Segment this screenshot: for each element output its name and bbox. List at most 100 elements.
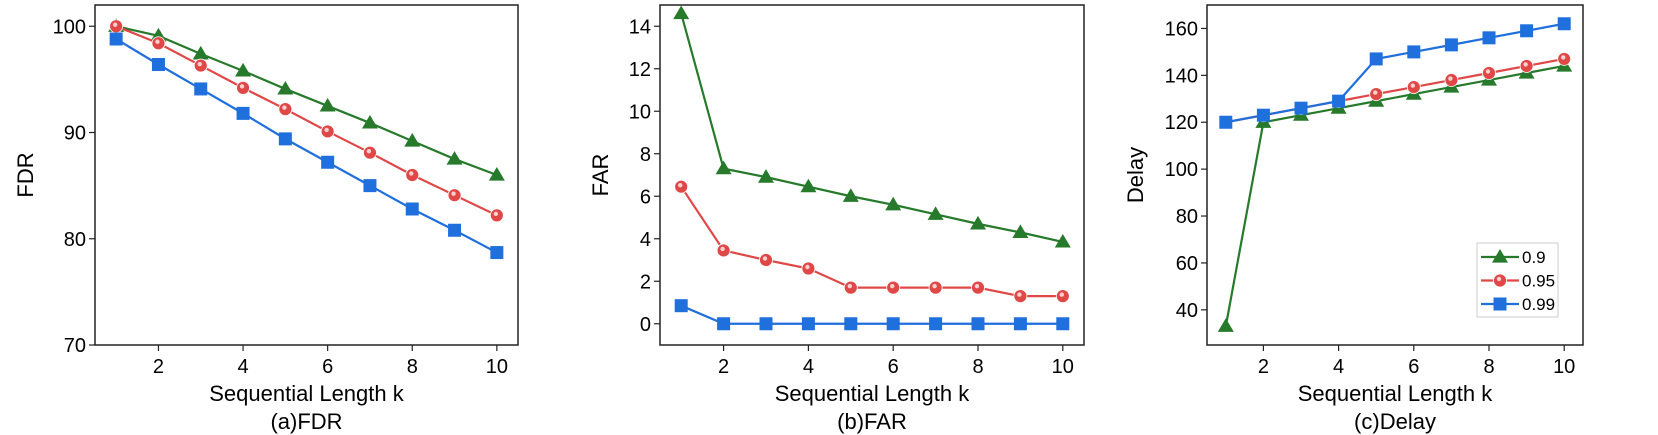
series-line (1224, 64, 1565, 327)
plot-frame (1206, 4, 1584, 346)
chart-panel-3: 2 4 6 8 10 40 60 80 100 120 140 160 Sequential Lengt… (1123, 4, 1584, 434)
data-point-highlight (451, 191, 456, 196)
x-tick-label: 8 (972, 356, 983, 378)
x-tick-label: 8 (407, 356, 418, 378)
data-point (1332, 94, 1346, 108)
data-point-highlight (282, 105, 287, 110)
chart-title: (a)FDR (270, 409, 342, 434)
data-point (363, 179, 377, 193)
data-point (715, 160, 732, 175)
data-point-highlight (847, 283, 852, 289)
series-0_9 (1217, 57, 1573, 332)
x-tick-label: 10 (1052, 356, 1074, 378)
y-tick-label: 4 (640, 229, 651, 251)
series-0_9 (673, 5, 1071, 248)
series-line (115, 25, 498, 177)
y-tick-label: 10 (629, 101, 651, 123)
y-tick-label: 80 (1176, 206, 1198, 228)
data-point-highlight (678, 182, 683, 188)
series-0_99 (1219, 17, 1571, 129)
data-point (319, 97, 336, 112)
series-line (680, 13, 1064, 244)
data-point-highlight (324, 127, 329, 133)
data-point (717, 317, 731, 331)
y-tick-label: 160 (1165, 18, 1198, 40)
series-0_9 (108, 18, 505, 181)
data-point-highlight (1017, 292, 1022, 297)
legend-label: 0.99 (1522, 295, 1555, 314)
y-tick-label: 140 (1165, 65, 1198, 87)
data-point (1256, 108, 1270, 122)
data-point (1012, 224, 1029, 238)
y-tick-label: 90 (64, 123, 86, 145)
data-point-highlight (197, 61, 202, 67)
data-point (1294, 101, 1308, 115)
data-point (194, 82, 208, 96)
data-point (1482, 31, 1496, 45)
data-point-highlight (1485, 69, 1491, 74)
y-tick-label: 2 (640, 271, 651, 293)
data-point-highlight (1410, 83, 1416, 88)
x-tick-label: 4 (803, 356, 814, 378)
data-point (844, 317, 858, 331)
chart-panel-1: 2 4 6 8 10 70 80 90 100 Sequential Length k (a)FDR… (13, 4, 519, 434)
x-tick-label: 10 (486, 356, 508, 378)
data-point-highlight (112, 22, 118, 27)
data-point (970, 215, 986, 230)
data-point (758, 169, 774, 183)
legend-label: 0.9 (1522, 248, 1546, 267)
series-line (680, 304, 1063, 325)
data-point-highlight (932, 283, 937, 289)
y-tick-label: 120 (1165, 112, 1198, 134)
plot-frame (659, 4, 1085, 346)
data-point (1013, 317, 1027, 331)
data-point-highlight (1059, 292, 1065, 297)
data-point (192, 45, 209, 60)
data-point (1444, 38, 1458, 52)
data-point (1054, 233, 1071, 248)
x-tick-label: 6 (1408, 356, 1419, 378)
y-tick-label: 0 (640, 314, 651, 336)
x-tick-label: 4 (1333, 356, 1344, 378)
data-point-highlight (720, 246, 725, 252)
data-point-highlight (762, 256, 768, 261)
x-tick-label: 2 (153, 356, 164, 378)
x-axis-label: Sequential Length k (775, 381, 970, 406)
y-tick-label: 70 (64, 335, 86, 357)
y-axis-label: FDR (13, 152, 38, 197)
x-tick-label: 6 (888, 356, 899, 378)
data-point (1369, 52, 1383, 66)
y-tick-label: 6 (640, 186, 651, 208)
data-point (321, 155, 335, 169)
y-tick-label: 8 (640, 144, 651, 166)
x-axis-label: Sequential Length k (1298, 381, 1493, 406)
series-0_95 (674, 179, 1070, 304)
data-point (927, 206, 944, 220)
data-point-highlight (239, 84, 245, 89)
legend: 0.9 0.95 0.99 (1476, 242, 1559, 318)
data-point (1520, 24, 1534, 38)
chart-panel-2: 2 4 6 8 10 0 2 4 6 8 10 12 14 Sequential Length k (b)F… (588, 4, 1085, 434)
data-point (490, 246, 504, 260)
data-point (1557, 17, 1571, 31)
data-point (885, 196, 902, 211)
data-point-highlight (1523, 62, 1528, 67)
legend-marker-highlight (1496, 276, 1502, 282)
data-point-highlight (366, 148, 372, 154)
x-axis-label: Sequential Length k (209, 381, 404, 406)
data-point (277, 80, 294, 95)
y-tick-label: 12 (629, 59, 651, 81)
data-point-highlight (155, 39, 160, 44)
data-point (236, 106, 250, 120)
data-point (886, 317, 900, 331)
series-0_99 (109, 32, 504, 260)
series-line (115, 38, 498, 254)
data-point-highlight (890, 283, 895, 289)
data-point (673, 5, 690, 20)
y-tick-label: 100 (53, 16, 86, 38)
data-point (759, 317, 773, 331)
data-point (1056, 317, 1070, 331)
plot-frame (94, 4, 519, 346)
data-point (929, 317, 943, 331)
data-point (971, 317, 985, 331)
